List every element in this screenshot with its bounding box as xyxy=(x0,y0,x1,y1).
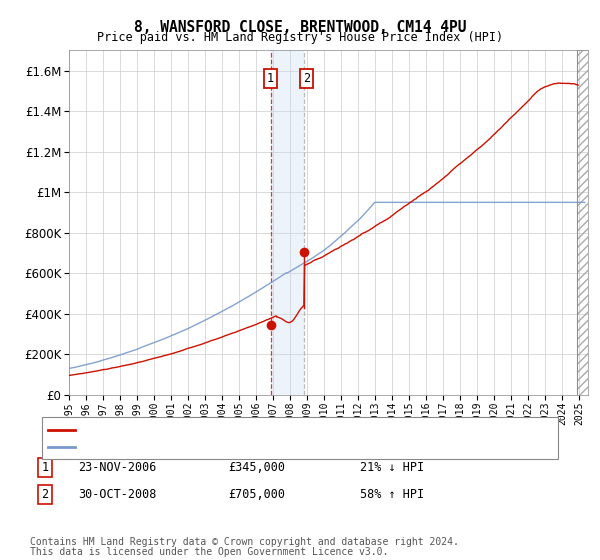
Text: 2: 2 xyxy=(41,488,49,501)
Text: 21% ↓ HPI: 21% ↓ HPI xyxy=(360,461,424,474)
Text: 8, WANSFORD CLOSE, BRENTWOOD, CM14 4PU: 8, WANSFORD CLOSE, BRENTWOOD, CM14 4PU xyxy=(134,20,466,35)
Text: 2: 2 xyxy=(304,72,310,85)
Bar xyxy=(577,50,588,395)
Text: 1: 1 xyxy=(41,461,49,474)
Text: Price paid vs. HM Land Registry's House Price Index (HPI): Price paid vs. HM Land Registry's House … xyxy=(97,31,503,44)
Text: 8, WANSFORD CLOSE, BRENTWOOD, CM14 4PU (detached house): 8, WANSFORD CLOSE, BRENTWOOD, CM14 4PU (… xyxy=(81,424,425,435)
Text: 1: 1 xyxy=(267,72,274,85)
Text: 23-NOV-2006: 23-NOV-2006 xyxy=(78,461,157,474)
Text: 58% ↑ HPI: 58% ↑ HPI xyxy=(360,488,424,501)
Text: Contains HM Land Registry data © Crown copyright and database right 2024.: Contains HM Land Registry data © Crown c… xyxy=(30,536,459,547)
Bar xyxy=(577,50,588,395)
Text: HPI: Average price, detached house, Brentwood: HPI: Average price, detached house, Bren… xyxy=(81,442,362,452)
Text: £705,000: £705,000 xyxy=(228,488,285,501)
Text: £345,000: £345,000 xyxy=(228,461,285,474)
Text: This data is licensed under the Open Government Licence v3.0.: This data is licensed under the Open Gov… xyxy=(30,547,388,557)
Bar xyxy=(271,50,304,395)
Text: 30-OCT-2008: 30-OCT-2008 xyxy=(78,488,157,501)
